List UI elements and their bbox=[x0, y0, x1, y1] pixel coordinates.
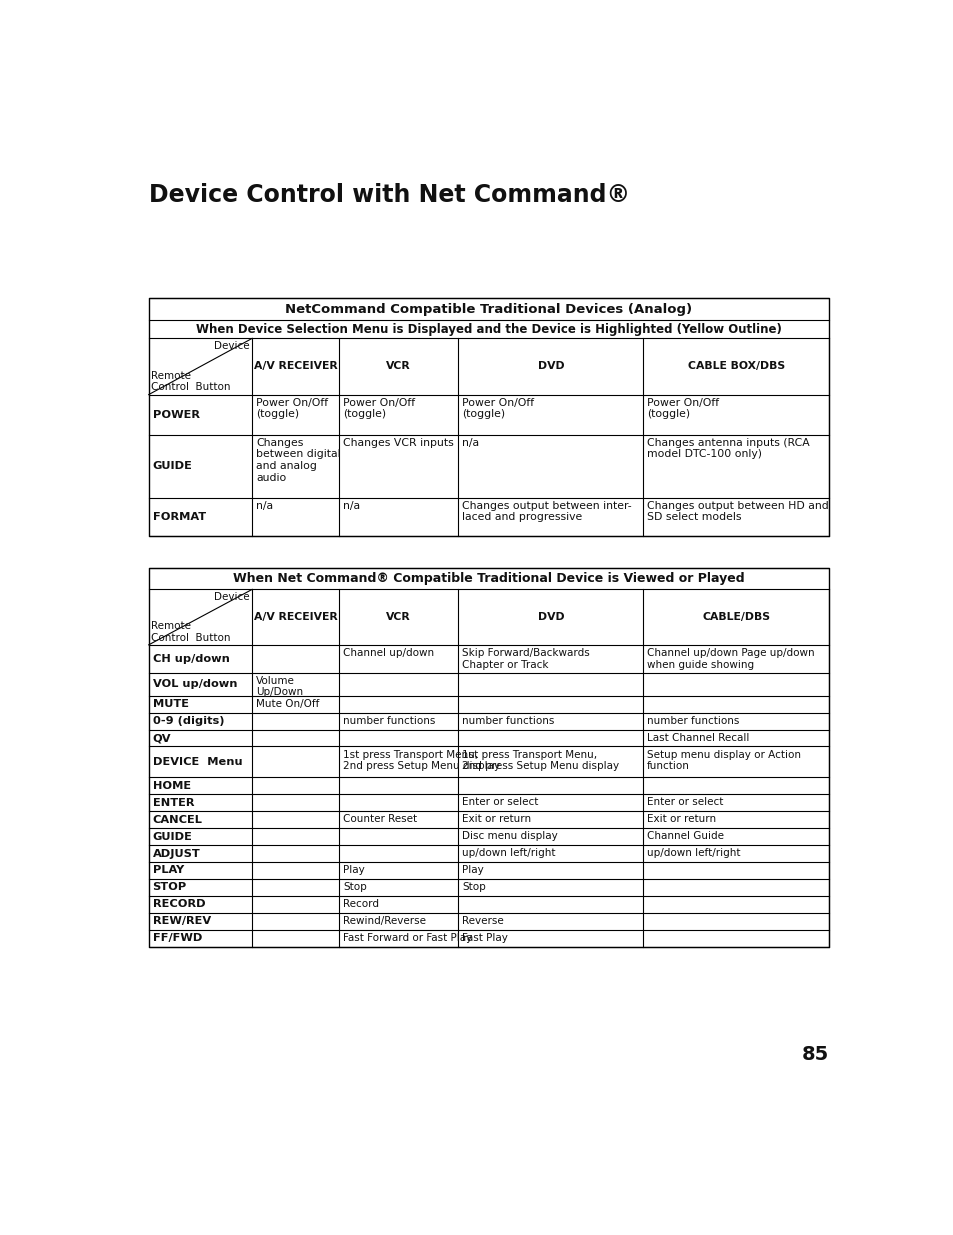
Text: CH up/down: CH up/down bbox=[152, 653, 230, 663]
Text: Changes
between digital
and analog
audio: Changes between digital and analog audio bbox=[255, 437, 340, 483]
Text: REW/REV: REW/REV bbox=[152, 916, 211, 926]
Text: STOP: STOP bbox=[152, 882, 187, 893]
Text: VOL up/down: VOL up/down bbox=[152, 679, 237, 689]
Text: PLAY: PLAY bbox=[152, 866, 184, 876]
Text: CABLE BOX/DBS: CABLE BOX/DBS bbox=[687, 362, 784, 372]
Text: Disc menu display: Disc menu display bbox=[461, 831, 558, 841]
Text: Device: Device bbox=[214, 341, 250, 351]
Text: FF/FWD: FF/FWD bbox=[152, 934, 202, 944]
Text: VCR: VCR bbox=[386, 613, 411, 622]
Text: Setup menu display or Action
function: Setup menu display or Action function bbox=[646, 750, 801, 771]
Text: DEVICE  Menu: DEVICE Menu bbox=[152, 757, 242, 767]
Text: Stop: Stop bbox=[343, 882, 367, 892]
Text: Fast Play: Fast Play bbox=[461, 932, 508, 942]
Text: Skip Forward/Backwards
Chapter or Track: Skip Forward/Backwards Chapter or Track bbox=[461, 648, 589, 669]
Text: Fast Forward or Fast Play: Fast Forward or Fast Play bbox=[343, 932, 472, 942]
Text: Device Control with Net Command®: Device Control with Net Command® bbox=[149, 183, 629, 206]
Text: MUTE: MUTE bbox=[152, 699, 189, 709]
Text: Power On/Off
(toggle): Power On/Off (toggle) bbox=[461, 398, 534, 419]
Text: A/V RECEIVER: A/V RECEIVER bbox=[253, 362, 337, 372]
Text: Channel Guide: Channel Guide bbox=[646, 831, 723, 841]
Text: Changes output between HD and
SD select models: Changes output between HD and SD select … bbox=[646, 501, 828, 522]
Text: DVD: DVD bbox=[537, 362, 563, 372]
Text: Last Channel Recall: Last Channel Recall bbox=[646, 732, 749, 742]
Text: When Device Selection Menu is Displayed and the Device is Highlighted (Yellow Ou: When Device Selection Menu is Displayed … bbox=[195, 322, 781, 336]
Text: number functions: number functions bbox=[646, 716, 739, 726]
Text: POWER: POWER bbox=[152, 410, 199, 420]
Text: Remote
Control  Button: Remote Control Button bbox=[151, 370, 231, 393]
Text: up/down left/right: up/down left/right bbox=[461, 848, 555, 858]
Text: Exit or return: Exit or return bbox=[646, 814, 716, 824]
Text: Changes output between inter-
laced and progressive: Changes output between inter- laced and … bbox=[461, 501, 631, 522]
Text: n/a: n/a bbox=[461, 437, 478, 448]
Bar bbox=[149, 299, 828, 536]
Text: ADJUST: ADJUST bbox=[152, 848, 200, 858]
Text: RECORD: RECORD bbox=[152, 899, 205, 909]
Text: Play: Play bbox=[343, 864, 364, 876]
Text: FORMAT: FORMAT bbox=[152, 513, 206, 522]
Text: Power On/Off
(toggle): Power On/Off (toggle) bbox=[646, 398, 719, 419]
Text: 1st press Transport Menu,
2nd press Setup Menu display: 1st press Transport Menu, 2nd press Setu… bbox=[343, 750, 499, 771]
Text: Device: Device bbox=[214, 592, 250, 601]
Text: Channel up/down: Channel up/down bbox=[343, 648, 434, 658]
Text: Rewind/Reverse: Rewind/Reverse bbox=[343, 916, 426, 926]
Text: Reverse: Reverse bbox=[461, 916, 503, 926]
Text: 1st press Transport Menu,
2nd press Setup Menu display: 1st press Transport Menu, 2nd press Setu… bbox=[461, 750, 618, 771]
Text: DVD: DVD bbox=[537, 613, 563, 622]
Text: Changes antenna inputs (RCA
model DTC-100 only): Changes antenna inputs (RCA model DTC-10… bbox=[646, 437, 809, 459]
Text: HOME: HOME bbox=[152, 781, 191, 790]
Text: VCR: VCR bbox=[386, 362, 411, 372]
Text: NetCommand Compatible Traditional Devices (Analog): NetCommand Compatible Traditional Device… bbox=[285, 303, 692, 316]
Text: GUIDE: GUIDE bbox=[152, 831, 193, 841]
Text: n/a: n/a bbox=[255, 501, 273, 511]
Text: number functions: number functions bbox=[343, 716, 435, 726]
Text: up/down left/right: up/down left/right bbox=[646, 848, 740, 858]
Text: n/a: n/a bbox=[343, 501, 360, 511]
Text: 85: 85 bbox=[801, 1046, 828, 1065]
Text: A/V RECEIVER: A/V RECEIVER bbox=[253, 613, 337, 622]
Text: Enter or select: Enter or select bbox=[461, 798, 538, 808]
Text: Counter Reset: Counter Reset bbox=[343, 814, 416, 824]
Text: Enter or select: Enter or select bbox=[646, 798, 723, 808]
Text: Mute On/Off: Mute On/Off bbox=[255, 699, 319, 709]
Text: CABLE/DBS: CABLE/DBS bbox=[701, 613, 769, 622]
Text: Volume
Up/Down: Volume Up/Down bbox=[255, 676, 303, 698]
Text: Channel up/down Page up/down
when guide showing: Channel up/down Page up/down when guide … bbox=[646, 648, 814, 669]
Text: GUIDE: GUIDE bbox=[152, 461, 193, 472]
Text: 0-9 (digits): 0-9 (digits) bbox=[152, 716, 224, 726]
Text: Exit or return: Exit or return bbox=[461, 814, 531, 824]
Text: Changes VCR inputs: Changes VCR inputs bbox=[343, 437, 454, 448]
Text: number functions: number functions bbox=[461, 716, 554, 726]
Text: Remote
Control  Button: Remote Control Button bbox=[151, 621, 231, 642]
Bar bbox=[149, 568, 828, 947]
Text: Record: Record bbox=[343, 899, 378, 909]
Text: ENTER: ENTER bbox=[152, 798, 193, 808]
Text: Stop: Stop bbox=[461, 882, 485, 892]
Text: Power On/Off
(toggle): Power On/Off (toggle) bbox=[343, 398, 415, 419]
Text: When Net Command® Compatible Traditional Device is Viewed or Played: When Net Command® Compatible Traditional… bbox=[233, 572, 744, 585]
Text: CANCEL: CANCEL bbox=[152, 815, 202, 825]
Text: Power On/Off
(toggle): Power On/Off (toggle) bbox=[255, 398, 328, 419]
Text: QV: QV bbox=[152, 734, 171, 743]
Text: Play: Play bbox=[461, 864, 483, 876]
